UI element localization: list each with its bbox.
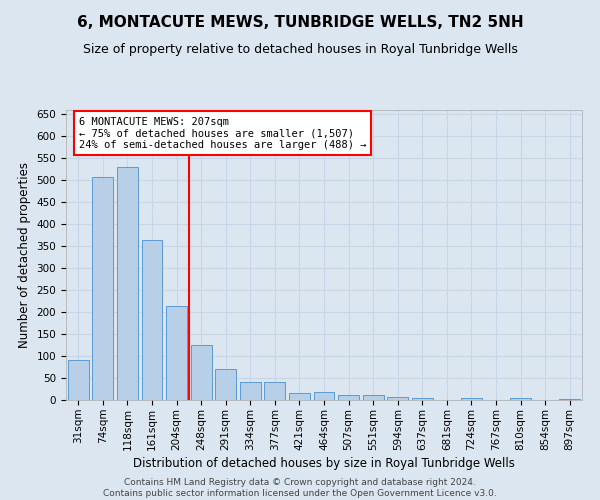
- Bar: [314, 392, 334, 400]
- Text: Size of property relative to detached houses in Royal Tunbridge Wells: Size of property relative to detached ho…: [83, 42, 517, 56]
- Bar: [412, 398, 433, 400]
- Bar: [240, 382, 261, 400]
- Bar: [166, 306, 187, 400]
- Bar: [461, 398, 482, 400]
- Bar: [117, 167, 138, 400]
- Bar: [559, 398, 580, 400]
- Text: 6 MONTACUTE MEWS: 207sqm
← 75% of detached houses are smaller (1,507)
24% of sem: 6 MONTACUTE MEWS: 207sqm ← 75% of detach…: [79, 116, 366, 150]
- Text: Contains HM Land Registry data © Crown copyright and database right 2024.
Contai: Contains HM Land Registry data © Crown c…: [103, 478, 497, 498]
- Bar: [265, 382, 286, 400]
- Text: 6, MONTACUTE MEWS, TUNBRIDGE WELLS, TN2 5NH: 6, MONTACUTE MEWS, TUNBRIDGE WELLS, TN2 …: [77, 15, 523, 30]
- Bar: [362, 395, 383, 400]
- Bar: [338, 395, 359, 400]
- Bar: [289, 394, 310, 400]
- Bar: [142, 240, 163, 400]
- Bar: [510, 398, 531, 400]
- Bar: [68, 360, 89, 400]
- X-axis label: Distribution of detached houses by size in Royal Tunbridge Wells: Distribution of detached houses by size …: [133, 456, 515, 469]
- Bar: [92, 177, 113, 400]
- Bar: [191, 344, 212, 400]
- Bar: [215, 369, 236, 400]
- Y-axis label: Number of detached properties: Number of detached properties: [18, 162, 31, 348]
- Bar: [387, 397, 408, 400]
